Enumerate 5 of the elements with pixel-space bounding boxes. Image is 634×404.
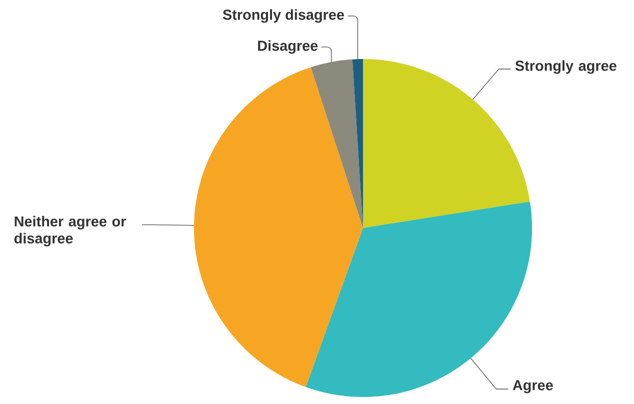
slice-label: Disagree [258, 40, 318, 54]
slice-label: Strongly disagree [222, 9, 344, 23]
slice-label: Strongly agree [515, 60, 616, 74]
slice-label: Neither agree or disagree [14, 216, 126, 246]
slice-label: Agree [512, 380, 553, 394]
